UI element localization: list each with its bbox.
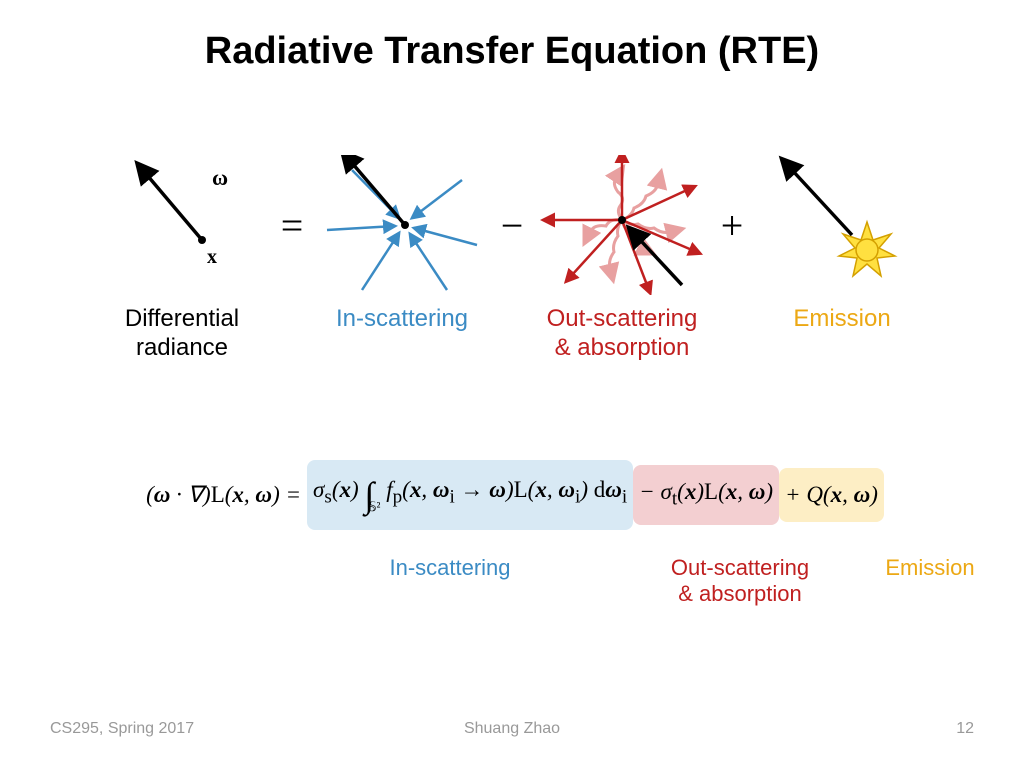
diagram-labels: Differentialradiance In-scattering Out-s…	[40, 305, 984, 363]
eq-lhs: (ω · ∇)L(x, ω) =	[140, 468, 307, 522]
footer: CS295, Spring 2017 Shuang Zhao 12	[50, 720, 974, 738]
equation: (ω · ∇)L(x, ω) = σs(x) ∫𝕊² fp(x, ωi → ω)…	[20, 460, 1004, 530]
eq-label-in: In-scattering	[350, 555, 550, 581]
label-in-scattering: In-scattering	[317, 305, 487, 334]
svg-text:x: x	[207, 246, 217, 268]
eq-label-out: Out-scattering& absorption	[640, 555, 840, 608]
diagram-row: ω x = −	[40, 155, 984, 295]
diagram-out-scattering	[537, 155, 707, 295]
svg-text:ω: ω	[212, 165, 228, 190]
eq-emission: + Q(x, ω)	[779, 468, 884, 522]
eq-out-scattering: − σt(x)L(x, ω)	[633, 465, 779, 525]
op-equals: =	[277, 202, 307, 249]
label-emission: Emission	[757, 305, 927, 334]
slide-title: Radiative Transfer Equation (RTE)	[0, 30, 1024, 73]
footer-center: Shuang Zhao	[50, 720, 974, 738]
label-differential: Differentialradiance	[97, 305, 267, 363]
eq-label-em: Emission	[870, 555, 990, 581]
op-plus: +	[717, 202, 747, 249]
diagram-emission	[757, 155, 927, 295]
diagram-differential: ω x	[97, 155, 267, 295]
label-out-scattering: Out-scattering& absorption	[537, 305, 707, 363]
diagram-in-scattering	[317, 155, 487, 295]
eq-in-scattering: σs(x) ∫𝕊² fp(x, ωi → ω)L(x, ωi) dωi	[307, 460, 633, 530]
op-minus: −	[497, 202, 527, 249]
